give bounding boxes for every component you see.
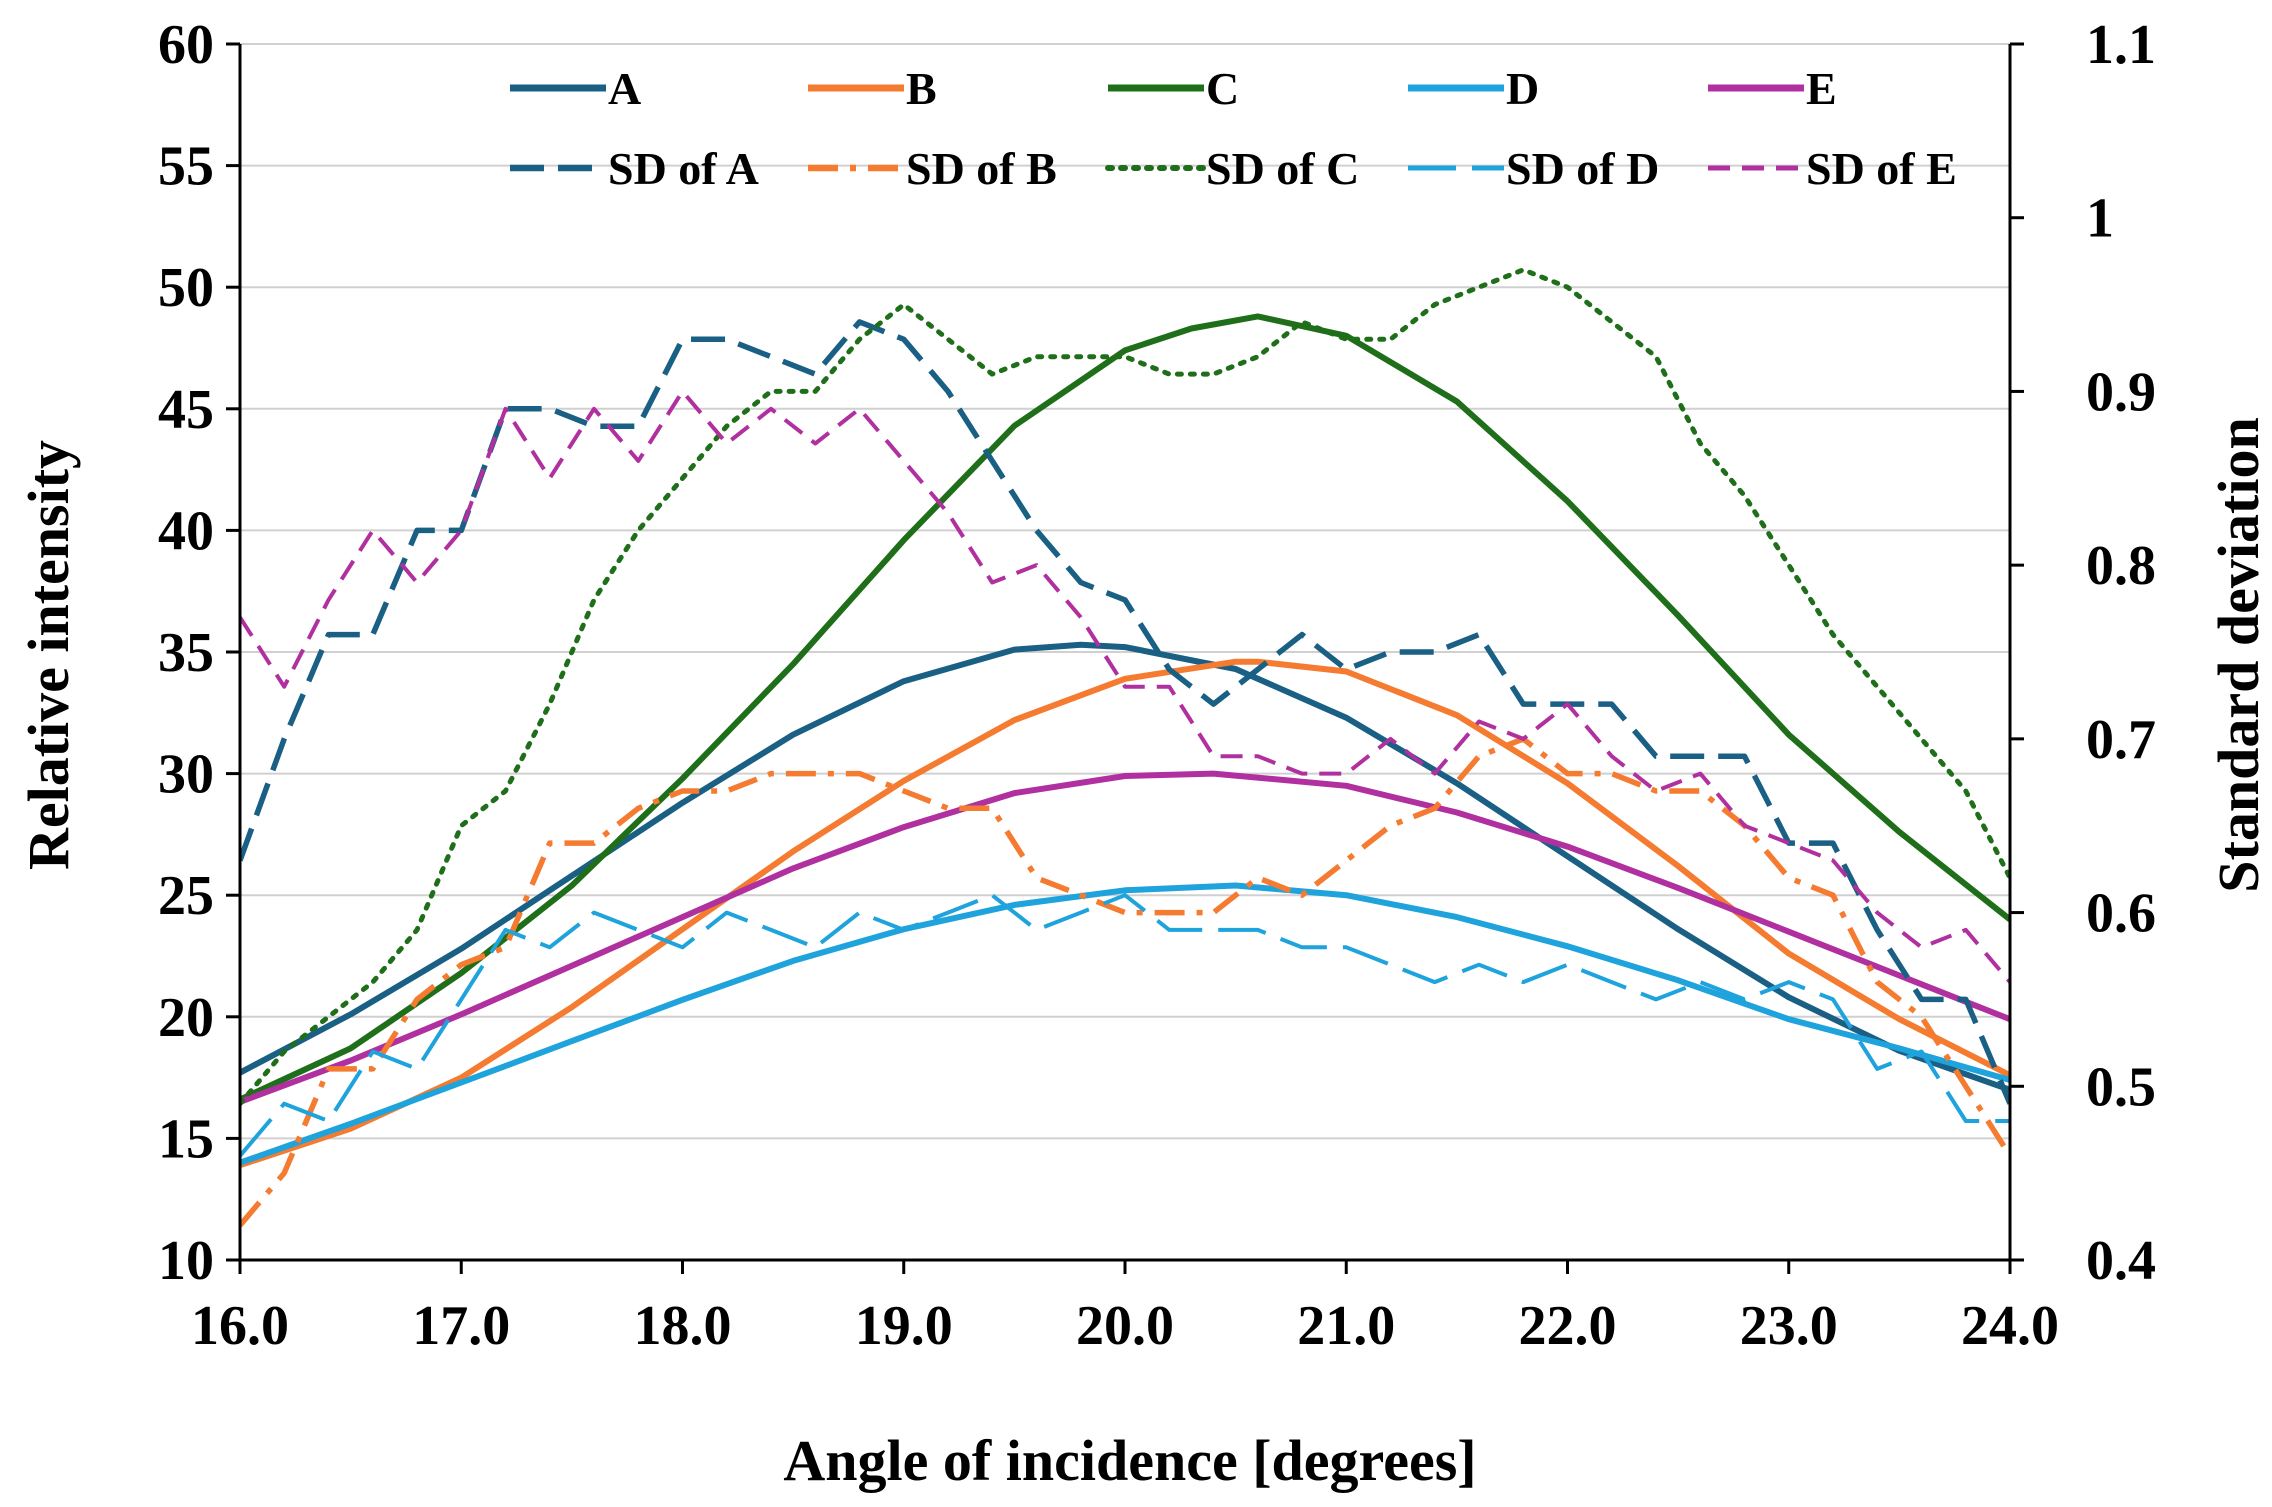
grid-layer: [240, 43, 2010, 1140]
y-right-tick-label: 0.4: [2086, 1230, 2156, 1292]
y-axis-title-right: Standard deviation: [2206, 417, 2271, 892]
y-left-tick-label: 50: [158, 257, 214, 319]
y-left-tick-label: 40: [158, 500, 214, 562]
y-right-tick-label: 0.7: [2086, 709, 2156, 771]
x-tick-label: 21.0: [1297, 1295, 1395, 1357]
x-tick-label: 20.0: [1076, 1295, 1174, 1357]
legend-label-sd-of-a: SD of A: [608, 143, 759, 194]
y-right-tick-label: 0.6: [2086, 883, 2156, 945]
x-tick-label: 16.0: [191, 1295, 289, 1357]
legend-layer: A B C D E SD of A SD of B SD of C SD of D SD of E: [510, 63, 1957, 194]
series-line-d: [240, 882, 2010, 1166]
y-right-tick-label: 1: [2086, 188, 2114, 250]
axes-layer: 10 15 20 25 30 35 40 45 50 55 60 0.4 0.5 0.6 0.7 0.8 0.9…: [158, 14, 2156, 1357]
series-line-sd-of-d: [240, 893, 2010, 1158]
y-left-tick-label: 45: [158, 379, 214, 441]
series-line-sd-of-a: [240, 319, 2010, 1105]
y-left-tick-label: 60: [158, 14, 214, 76]
legend-label-sd-of-e: SD of E: [1806, 143, 1957, 194]
y-axis-title-left: Relative intensity: [16, 440, 81, 870]
legend-label-sd-of-c: SD of C: [1206, 143, 1359, 194]
series-line-sd-of-e: [240, 389, 2010, 984]
y-left-tick-label: 30: [158, 744, 214, 806]
y-left-tick-label: 20: [158, 987, 214, 1049]
y-left-tick-label: 10: [158, 1230, 214, 1292]
x-axis-title: Angle of incidence [degrees]: [783, 1428, 1476, 1493]
series-line-b: [240, 658, 2010, 1169]
x-tick-label: 17.0: [412, 1295, 510, 1357]
x-tick-label: 19.0: [855, 1295, 953, 1357]
x-tick-label: 23.0: [1740, 1295, 1838, 1357]
y-left-tick-label: 35: [158, 622, 214, 684]
y-left-tick-label: 15: [158, 1108, 214, 1170]
y-left-tick-label: 55: [158, 136, 214, 198]
legend-label-e: E: [1806, 63, 1837, 114]
series-layer: [240, 267, 2010, 1228]
legend-label-d: D: [1506, 63, 1539, 114]
y-right-tick-label: 0.9: [2086, 361, 2156, 423]
legend-label-b: B: [906, 63, 937, 114]
series-line-a: [240, 641, 2010, 1093]
series-line-c: [240, 313, 2010, 1103]
series-line-e: [240, 770, 2010, 1105]
y-right-tick-label: 0.5: [2086, 1056, 2156, 1118]
legend-label-c: C: [1206, 63, 1239, 114]
x-tick-label: 24.0: [1961, 1295, 2059, 1357]
legend-label-sd-of-b: SD of B: [906, 143, 1057, 194]
y-right-tick-label: 0.8: [2086, 535, 2156, 597]
series-line-sd-of-c: [240, 267, 2010, 1107]
x-tick-label: 18.0: [634, 1295, 732, 1357]
y-left-tick-label: 25: [158, 865, 214, 927]
legend-label-sd-of-d: SD of D: [1506, 143, 1659, 194]
x-tick-label: 22.0: [1519, 1295, 1617, 1357]
y-right-tick-label: 1.1: [2086, 14, 2156, 76]
legend-label-a: A: [608, 63, 641, 114]
series-line-sd-of-b: [240, 736, 2010, 1228]
